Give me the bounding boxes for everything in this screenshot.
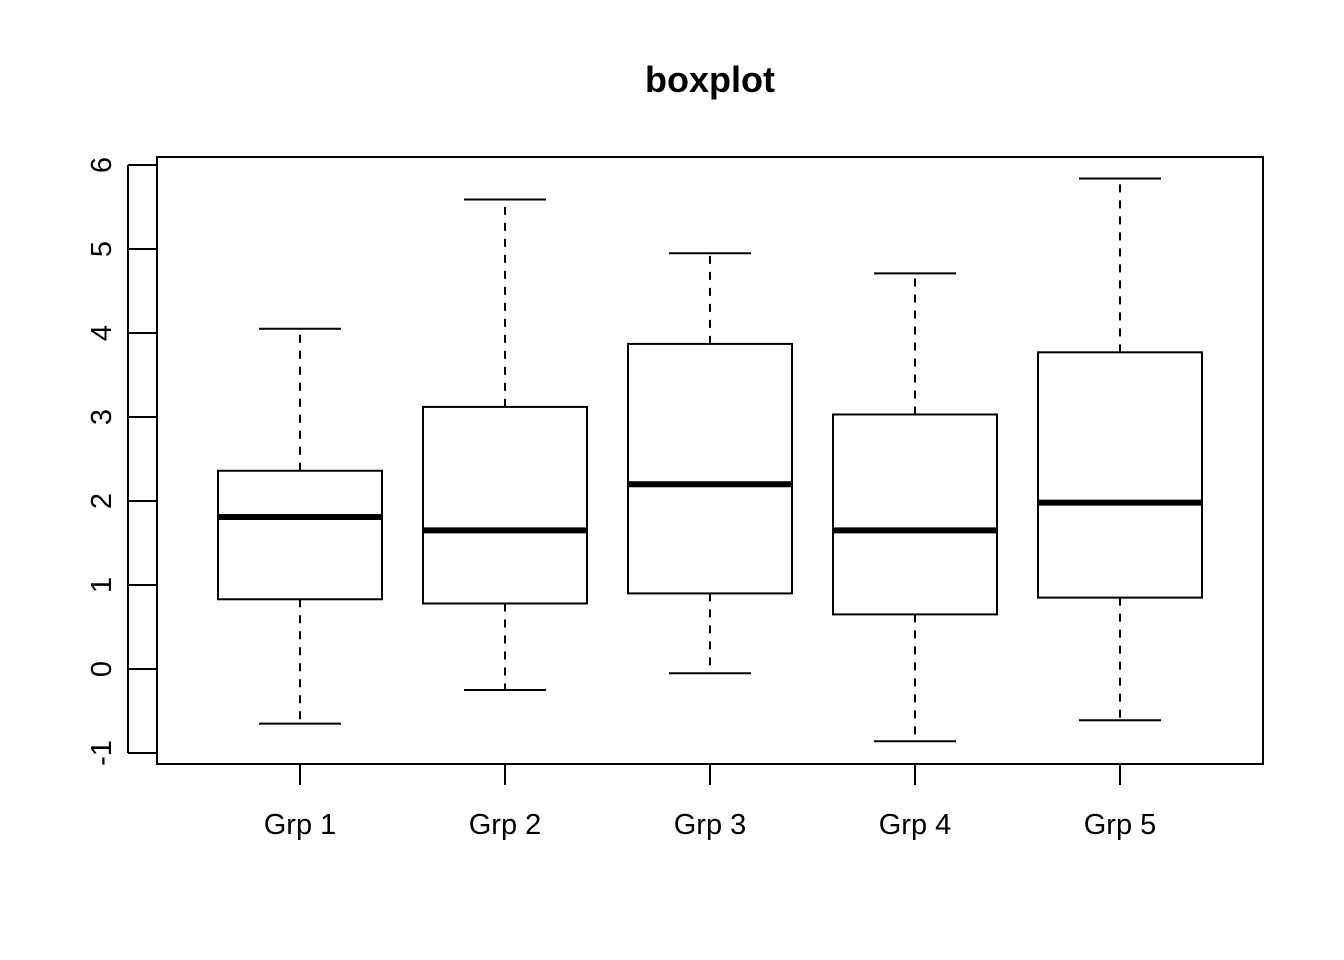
chart-title: boxplot xyxy=(645,59,775,100)
x-tick-label: Grp 4 xyxy=(879,809,952,841)
x-tick-label: Grp 3 xyxy=(674,809,747,841)
y-tick-label: -1 xyxy=(86,740,118,766)
y-tick-label: 3 xyxy=(86,409,118,425)
y-tick-label: 5 xyxy=(86,241,118,257)
x-axis: Grp 1 Grp 2 Grp 3 Grp 4 Grp 5 xyxy=(264,764,1157,841)
y-tick-label: 1 xyxy=(86,577,118,593)
iqr-box xyxy=(217,469,383,601)
x-tick-label: Grp 5 xyxy=(1084,809,1157,841)
iqr-box xyxy=(1037,351,1203,599)
y-tick-label: 4 xyxy=(86,325,118,341)
y-axis: -1 0 1 2 3 4 5 6 xyxy=(86,157,157,766)
box-4 xyxy=(832,272,998,743)
y-tick-label: 2 xyxy=(86,493,118,509)
iqr-box xyxy=(832,413,998,616)
iqr-box xyxy=(627,342,793,595)
y-tick-label: 0 xyxy=(86,661,118,677)
iqr-box xyxy=(422,405,588,605)
y-tick-label: 6 xyxy=(86,157,118,173)
x-tick-label: Grp 1 xyxy=(264,809,337,841)
box-5 xyxy=(1037,177,1203,722)
box-3 xyxy=(627,252,793,675)
box-2 xyxy=(422,198,588,691)
boxes-group xyxy=(217,177,1203,743)
x-tick-label: Grp 2 xyxy=(469,809,542,841)
box-1 xyxy=(217,327,383,725)
